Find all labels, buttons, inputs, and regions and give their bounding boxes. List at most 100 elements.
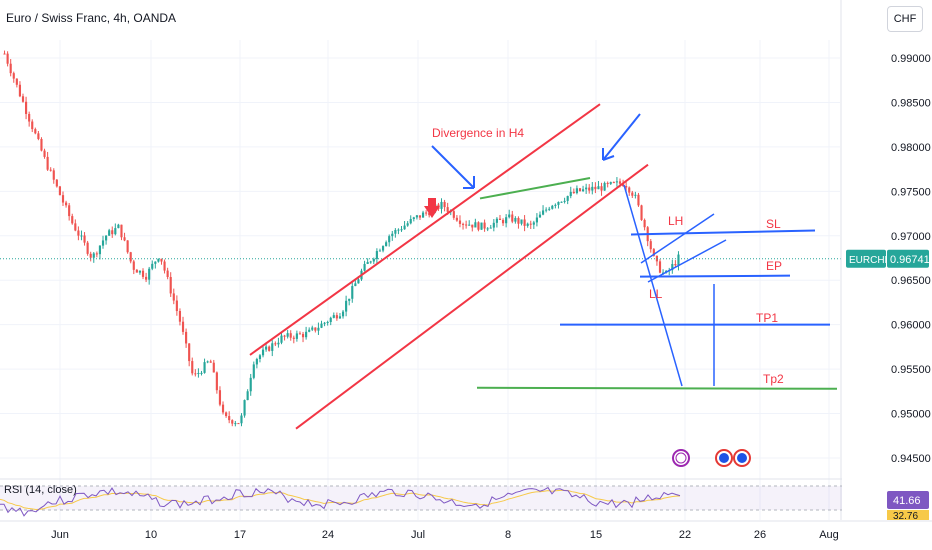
- candle-body: [541, 210, 545, 215]
- wedge-lower-line: [647, 239, 727, 283]
- candle-body: [43, 150, 46, 157]
- candle-body: [409, 218, 412, 224]
- candle-body: [363, 263, 366, 271]
- price-tick: 0.99000: [891, 53, 931, 65]
- candle-body: [301, 333, 305, 338]
- candle-body: [215, 372, 218, 391]
- candle-body: [600, 186, 603, 191]
- candle-body: [452, 211, 455, 218]
- candle-body: [612, 182, 615, 184]
- candle-body: [369, 261, 372, 263]
- candle-body: [418, 215, 422, 218]
- divergence-arrow: [431, 145, 475, 189]
- candle-body: [71, 216, 74, 224]
- candle-body: [114, 228, 117, 235]
- candle-body: [585, 187, 588, 190]
- time-tick: 24: [322, 529, 334, 541]
- divergence-label: Divergence in H4: [432, 126, 524, 140]
- candles: [3, 50, 680, 427]
- candle-body: [455, 217, 458, 221]
- candle-body: [221, 404, 225, 413]
- candle-body: [108, 230, 111, 236]
- price-tick: 0.97000: [891, 231, 931, 243]
- time-axis: Jun 10 17 24 Jul 8 15 22 26 Aug: [0, 520, 932, 541]
- candle-body: [237, 423, 240, 425]
- candle-body: [658, 261, 662, 273]
- candle-body: [21, 96, 25, 102]
- candle-body: [526, 223, 529, 226]
- candle-body: [83, 235, 86, 243]
- ep-line: [639, 274, 791, 278]
- candle-body: [535, 217, 538, 223]
- candle-body: [637, 194, 640, 206]
- candle-body: [563, 200, 566, 202]
- candle-body: [166, 270, 169, 277]
- candle-body: [160, 258, 163, 262]
- candle-body: [523, 219, 526, 226]
- candle-body: [28, 113, 31, 122]
- candle-body: [421, 212, 425, 218]
- candle-body: [289, 333, 292, 338]
- candle-body: [80, 235, 83, 237]
- candle-body: [674, 264, 677, 266]
- sl-line: [630, 229, 816, 236]
- candle-body: [443, 201, 446, 208]
- rsi-ma-badge: [887, 510, 929, 520]
- candle-body: [671, 264, 674, 271]
- sl-label: SL: [766, 217, 781, 231]
- candle-body: [400, 229, 403, 231]
- candle-body: [12, 73, 15, 79]
- candle-body: [357, 279, 360, 284]
- candle-body: [65, 202, 68, 206]
- candle-body: [163, 261, 166, 271]
- event-icon-core: [737, 453, 747, 463]
- candle-body: [68, 205, 71, 217]
- candle-body: [557, 201, 560, 205]
- currency-button[interactable]: CHF: [887, 6, 923, 32]
- candle-body: [298, 333, 302, 335]
- candle-body: [154, 261, 157, 264]
- candle-body: [228, 416, 231, 421]
- candle-body: [258, 355, 262, 360]
- time-tick: 17: [234, 529, 246, 541]
- candle-body: [477, 222, 480, 230]
- candle-body: [25, 101, 28, 114]
- candle-body: [200, 372, 203, 374]
- candle-body: [428, 212, 431, 216]
- candle-body: [261, 349, 265, 356]
- rsi-pane: 41.66 32.76: [0, 478, 929, 522]
- time-tick: 26: [754, 529, 766, 541]
- candle-body: [511, 214, 514, 222]
- candle-body: [495, 218, 498, 223]
- candle-body: [489, 227, 492, 229]
- candle-body: [49, 169, 52, 171]
- rsi-label: RSI (14, close): [4, 484, 77, 496]
- down-arrow-stem: [428, 198, 436, 206]
- candle-body: [203, 362, 206, 373]
- candle-body: [588, 187, 591, 191]
- event-icon-core: [675, 452, 687, 464]
- candle-body: [123, 237, 126, 241]
- candle-body: [677, 254, 680, 266]
- candle-body: [240, 415, 243, 424]
- rsi-line: [0, 486, 681, 517]
- candle-body: [640, 205, 643, 220]
- candle-body: [9, 63, 12, 74]
- time-tick: 15: [590, 529, 602, 541]
- candle-body: [314, 327, 317, 331]
- candle-body: [351, 286, 354, 299]
- rsi-value-badge: [887, 491, 929, 509]
- candle-body: [388, 236, 391, 243]
- candle-body: [529, 223, 532, 225]
- candle-body: [572, 191, 575, 194]
- candle-body: [280, 335, 283, 343]
- candle-body: [514, 217, 517, 222]
- candle-body: [609, 182, 612, 184]
- channel-lower-line: [295, 163, 649, 430]
- candle-body: [625, 186, 628, 188]
- time-tick: Jun: [51, 529, 69, 541]
- candle-body: [148, 268, 151, 280]
- candle-body: [446, 207, 449, 212]
- candle-body: [157, 258, 160, 262]
